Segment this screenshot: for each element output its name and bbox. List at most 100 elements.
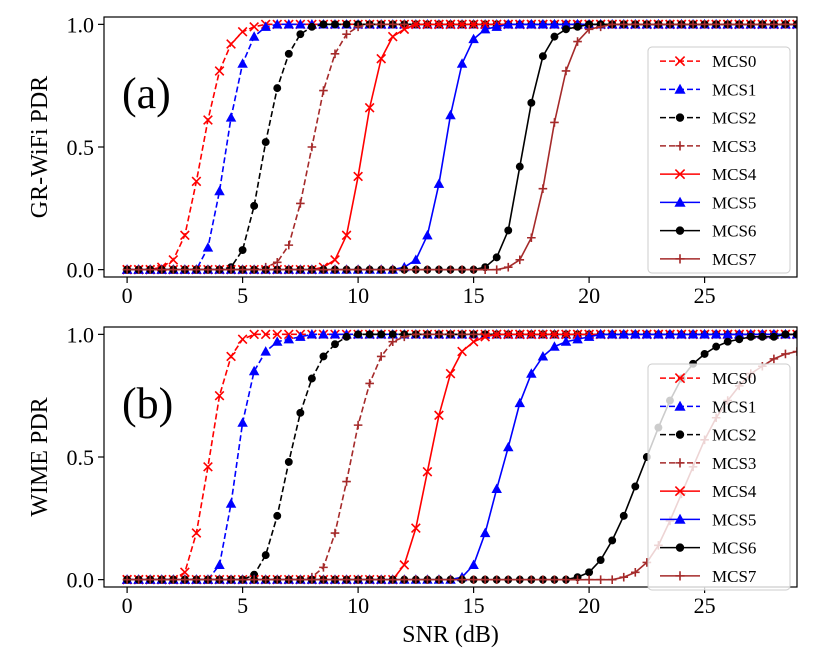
data-point <box>491 21 502 31</box>
data-point <box>296 199 305 208</box>
data-point <box>248 31 260 41</box>
data-point <box>272 19 283 29</box>
data-point <box>400 20 409 29</box>
legend-marker <box>674 513 686 524</box>
legend: MCS0 MCS1 MCS2 MCS3 MCS4 MCS5 MCS6 MCS7 <box>647 363 791 591</box>
data-point <box>342 20 351 29</box>
data-point <box>330 254 340 265</box>
data-point <box>410 523 421 533</box>
data-point <box>331 20 339 29</box>
data-point <box>515 575 525 584</box>
data-point <box>388 575 398 584</box>
data-point <box>527 233 536 243</box>
data-point <box>203 265 213 274</box>
data-point <box>296 265 305 274</box>
data-point <box>376 20 386 29</box>
data-point <box>192 265 201 274</box>
legend-frame <box>647 363 791 591</box>
panel-a: 0 5 10 15 20 250.00.51.0GR-WiFi PDR (a)MCS0MCS… <box>27 12 798 308</box>
data-point <box>411 330 421 339</box>
data-point <box>526 368 537 378</box>
data-point <box>411 575 421 584</box>
data-point <box>423 330 432 339</box>
x-tick-label: 25 <box>694 283 716 308</box>
data-point <box>469 265 478 274</box>
data-point <box>226 265 236 274</box>
data-point <box>296 575 305 584</box>
y-tick-label: 1.0 <box>67 322 95 347</box>
data-point <box>654 20 663 29</box>
data-point <box>191 176 202 187</box>
data-point <box>388 20 398 29</box>
data-point <box>249 21 260 32</box>
data-point <box>712 342 721 351</box>
data-point <box>331 340 339 349</box>
legend-entry-mcs0: MCS0 <box>660 369 756 388</box>
data-point <box>514 329 525 340</box>
data-point <box>434 19 444 30</box>
data-point <box>169 575 178 584</box>
x-tick-label: 15 <box>463 593 485 618</box>
data-point <box>238 246 247 254</box>
legend-entry-mcs3: MCS3 <box>660 454 756 473</box>
data-point <box>503 329 514 340</box>
legend-entry-mcs2: MCS2 <box>660 109 756 128</box>
data-point <box>456 58 468 68</box>
data-point <box>249 329 260 340</box>
data-point <box>619 20 629 29</box>
data-point <box>353 22 363 32</box>
data-point <box>434 410 444 421</box>
data-point <box>504 226 513 235</box>
y-tick-label: 0.5 <box>67 135 95 160</box>
data-point <box>537 351 549 361</box>
data-point <box>145 265 155 274</box>
data-point <box>388 330 397 339</box>
data-point <box>607 20 617 29</box>
data-point <box>272 336 283 346</box>
data-point <box>700 350 709 358</box>
panel-label: (a) <box>122 69 171 118</box>
data-point <box>446 575 455 584</box>
data-point <box>550 575 559 584</box>
data-point <box>400 332 409 342</box>
data-point <box>342 477 351 486</box>
data-point <box>214 66 225 76</box>
legend-marker <box>674 55 686 67</box>
legend-marker <box>675 141 685 151</box>
data-point <box>423 265 432 274</box>
data-point <box>618 329 629 339</box>
data-point <box>607 575 617 584</box>
data-point <box>758 332 767 341</box>
data-point <box>446 265 455 274</box>
data-point <box>296 408 305 417</box>
x-tick-label: 20 <box>578 593 600 618</box>
data-point <box>606 329 618 339</box>
data-point <box>492 265 501 274</box>
data-point <box>550 118 559 127</box>
data-point <box>319 86 328 95</box>
data-point <box>503 19 514 29</box>
data-point <box>515 162 524 171</box>
data-point <box>445 368 456 379</box>
x-axis-label: SNR (dB) <box>402 622 499 648</box>
data-point <box>365 575 374 584</box>
series-mcs7 <box>122 20 797 274</box>
data-point <box>157 265 167 274</box>
legend-entry-mcs3: MCS3 <box>660 137 756 156</box>
data-point <box>122 575 132 584</box>
data-point <box>261 265 270 274</box>
data-point <box>330 528 340 538</box>
data-point <box>619 572 629 582</box>
data-point <box>214 390 225 401</box>
data-point <box>573 37 582 46</box>
data-point <box>330 265 340 274</box>
data-point <box>596 22 605 32</box>
data-point <box>549 341 560 351</box>
data-point <box>329 329 341 339</box>
data-point <box>665 20 675 29</box>
data-point <box>307 374 316 383</box>
legend-label: MCS0 <box>712 369 756 388</box>
data-point <box>261 575 270 584</box>
data-point <box>364 102 375 113</box>
data-point <box>573 575 582 584</box>
